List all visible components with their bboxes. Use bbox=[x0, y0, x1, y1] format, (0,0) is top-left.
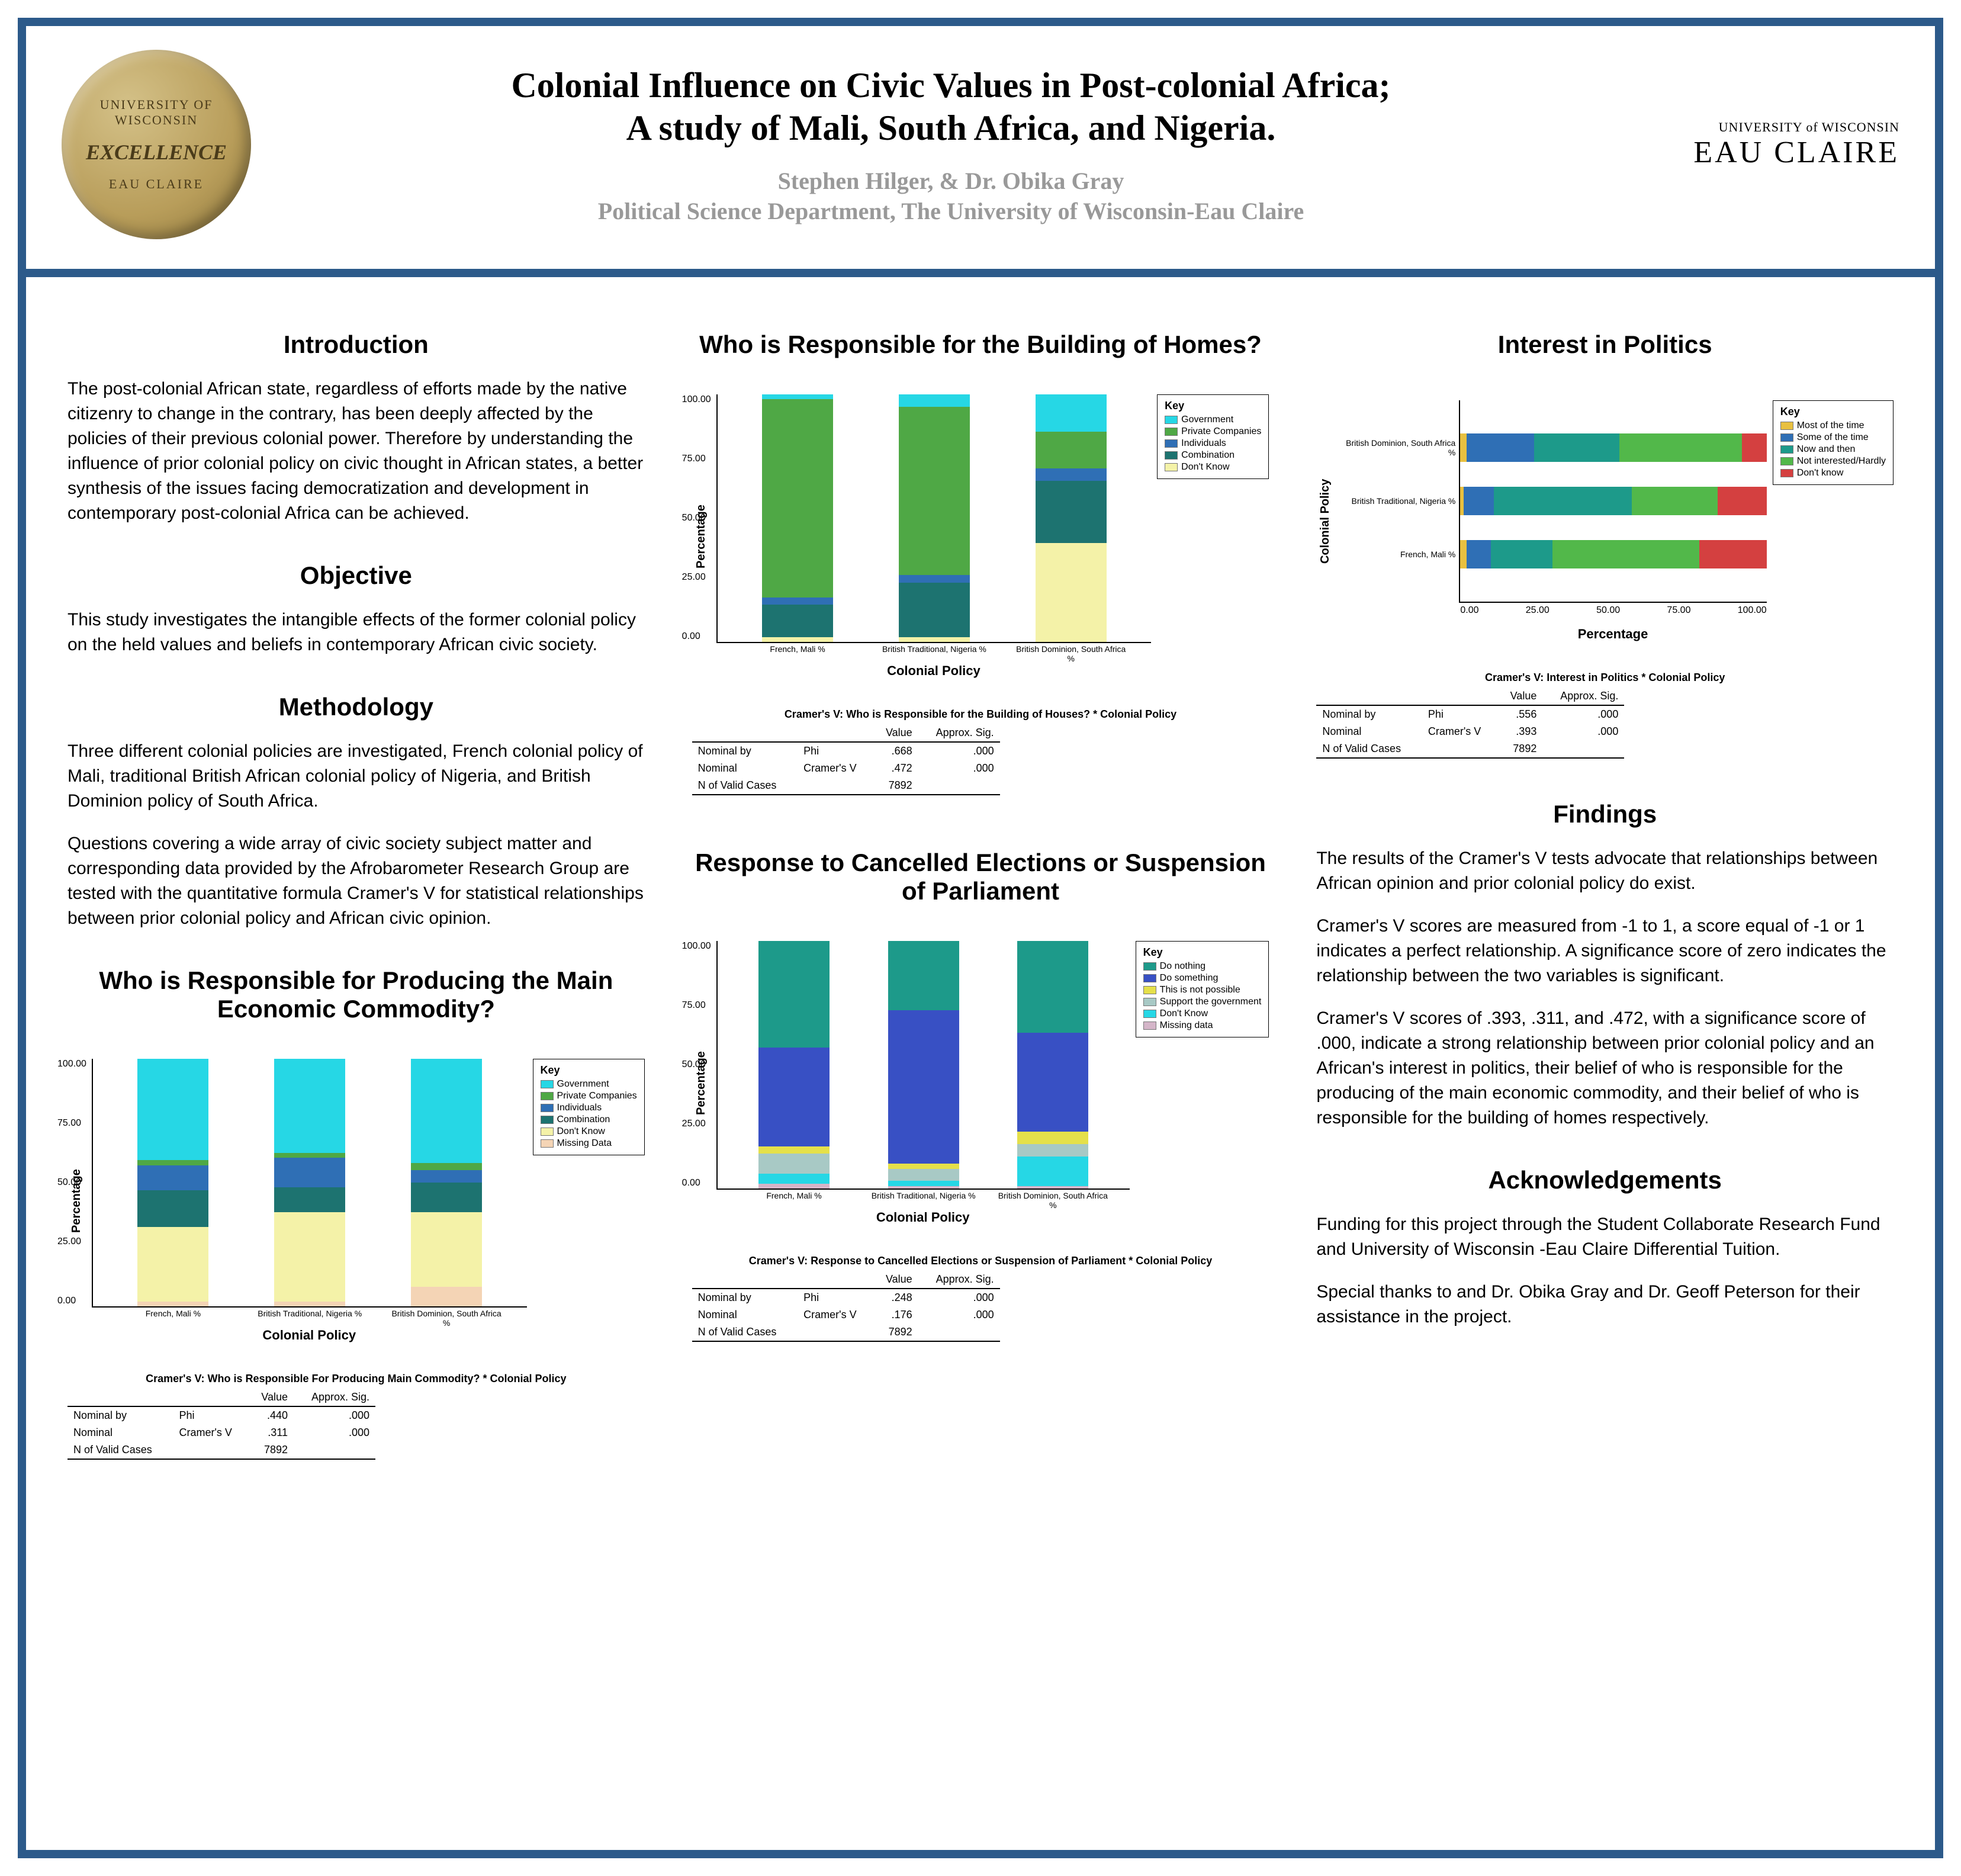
elections-heading: Response to Cancelled Elections or Suspe… bbox=[692, 849, 1269, 905]
findings-text3: Cramer's V scores of .393, .311, and .47… bbox=[1316, 1006, 1894, 1130]
findings-text1: The results of the Cramer's V tests advo… bbox=[1316, 846, 1894, 896]
column-1: Introduction The post-colonial African s… bbox=[67, 313, 645, 1805]
ack-text2: Special thanks to and Dr. Obika Gray and… bbox=[1316, 1280, 1894, 1329]
poster: UNIVERSITY OF WISCONSIN EXCELLENCE EAU C… bbox=[18, 18, 1943, 1858]
interest-table: Cramer's V: Interest in Politics * Colon… bbox=[1316, 654, 1894, 764]
methodology-text2: Questions covering a wide array of civic… bbox=[67, 831, 645, 931]
authors: Stephen Hilger, & Dr. Obika Gray bbox=[275, 167, 1627, 195]
ack-text1: Funding for this project through the Stu… bbox=[1316, 1212, 1894, 1262]
commodity-chart: Percentage 0.0025.0050.0075.00100.00 Fre… bbox=[67, 1041, 645, 1355]
elections-table: Cramer's V: Response to Cancelled Electi… bbox=[692, 1237, 1269, 1348]
intro-heading: Introduction bbox=[67, 330, 645, 359]
homes-table: Cramer's V: Who is Responsible for the B… bbox=[692, 690, 1269, 801]
seal-mid-text: EXCELLENCE bbox=[86, 140, 227, 165]
wordmark-top: UNIVERSITY of WISCONSIN bbox=[1651, 120, 1899, 135]
wordmark-bottom: EAU CLAIRE bbox=[1651, 135, 1899, 170]
commodity-table: Cramer's V: Who is Responsible For Produ… bbox=[67, 1355, 645, 1466]
seal-bottom-text: EAU CLAIRE bbox=[109, 176, 204, 192]
objective-heading: Objective bbox=[67, 561, 645, 590]
objective-text: This study investigates the intangible e… bbox=[67, 608, 645, 657]
commodity-heading: Who is Responsible for Producing the Mai… bbox=[67, 966, 645, 1023]
affiliation: Political Science Department, The Univer… bbox=[275, 197, 1627, 225]
interest-chart: Colonial Policy British Dominion, South … bbox=[1316, 377, 1894, 654]
title-line2: A study of Mali, South Africa, and Niger… bbox=[275, 107, 1627, 149]
elections-chart: Percentage 0.0025.0050.0075.00100.00 Fre… bbox=[692, 923, 1269, 1237]
methodology-text1: Three different colonial policies are in… bbox=[67, 739, 645, 814]
column-3: Interest in Politics Colonial Policy Bri… bbox=[1316, 313, 1894, 1805]
intro-text: The post-colonial African state, regardl… bbox=[67, 377, 645, 526]
title-line1: Colonial Influence on Civic Values in Po… bbox=[275, 64, 1627, 107]
findings-heading: Findings bbox=[1316, 800, 1894, 828]
university-seal: UNIVERSITY OF WISCONSIN EXCELLENCE EAU C… bbox=[62, 50, 251, 239]
header: UNIVERSITY OF WISCONSIN EXCELLENCE EAU C… bbox=[26, 26, 1935, 277]
seal-top-text: UNIVERSITY OF WISCONSIN bbox=[62, 97, 251, 128]
column-2: Who is Responsible for the Building of H… bbox=[692, 313, 1269, 1805]
methodology-heading: Methodology bbox=[67, 693, 645, 721]
homes-chart: Percentage 0.0025.0050.0075.00100.00 Fre… bbox=[692, 377, 1269, 690]
university-wordmark: UNIVERSITY of WISCONSIN EAU CLAIRE bbox=[1651, 120, 1899, 170]
interest-heading: Interest in Politics bbox=[1316, 330, 1894, 359]
acknowledgements-heading: Acknowledgements bbox=[1316, 1166, 1894, 1194]
title-block: Colonial Influence on Civic Values in Po… bbox=[275, 64, 1627, 225]
findings-text2: Cramer's V scores are measured from -1 t… bbox=[1316, 914, 1894, 988]
homes-heading: Who is Responsible for the Building of H… bbox=[692, 330, 1269, 359]
body: Introduction The post-colonial African s… bbox=[26, 277, 1935, 1840]
